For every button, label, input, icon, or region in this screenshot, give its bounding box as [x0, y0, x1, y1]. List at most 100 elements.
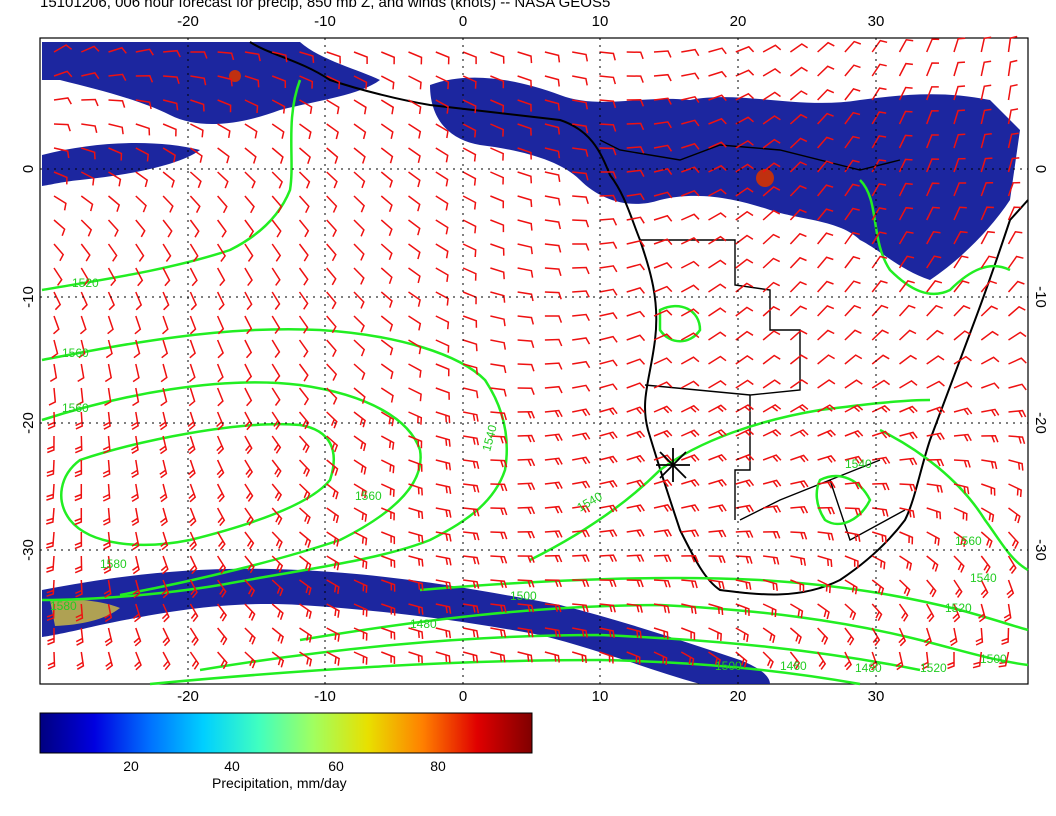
wind-barb [53, 147, 70, 159]
wind-barb [871, 207, 887, 221]
wind-barb [216, 507, 226, 527]
wind-barb [408, 315, 422, 331]
wind-barb [380, 243, 393, 261]
wind-barb [681, 48, 700, 57]
wind-barb [762, 44, 782, 53]
wind-barb [380, 411, 395, 427]
wind-barb [844, 430, 864, 438]
wind-barb [435, 555, 452, 566]
wind-barb [844, 231, 860, 245]
wind-barb [298, 315, 309, 334]
wind-barb [626, 627, 642, 639]
wind-barb [408, 219, 421, 236]
wind-barb [271, 507, 283, 526]
lat-tick-right: 0 [1032, 165, 1049, 173]
lat-tick-right: -20 [1032, 412, 1049, 434]
wind-barb [380, 459, 395, 474]
wind-barb [135, 147, 149, 162]
contour-label: 1500 [980, 652, 1007, 666]
wind-barb [681, 119, 700, 127]
wind-barb [353, 123, 367, 140]
wind-barb [1008, 383, 1027, 391]
wind-barb [817, 89, 835, 101]
wind-barb [735, 210, 754, 221]
wind-barb [953, 182, 967, 197]
wind-barb [160, 555, 169, 575]
wind-barb [817, 429, 836, 438]
wind-barb [926, 182, 940, 197]
wind-barb [189, 171, 202, 189]
wind-barb [217, 51, 235, 61]
wind-barb [490, 123, 504, 137]
wind-barb [817, 256, 834, 269]
wind-barb [353, 171, 366, 189]
wind-barb [462, 459, 480, 469]
wind-barb [708, 379, 727, 389]
wind-barb [980, 255, 997, 269]
wind-barb [244, 123, 258, 139]
wind-barb [162, 291, 170, 311]
wind-barb [217, 171, 229, 189]
wind-barb [1008, 409, 1027, 418]
wind-barb [871, 603, 883, 622]
wind-barb [872, 507, 889, 517]
wind-barb [953, 305, 971, 317]
wind-barb [708, 651, 721, 667]
wind-barb [981, 459, 998, 470]
wind-barb [871, 87, 887, 101]
wind-barb [159, 411, 168, 431]
wind-barb [162, 267, 171, 287]
wind-barb [789, 113, 808, 125]
wind-barb [790, 403, 809, 413]
wind-barb [817, 208, 834, 221]
wind-barb [435, 315, 450, 330]
wind-barb [735, 579, 752, 590]
wind-barb [626, 99, 645, 107]
wind-barb [135, 291, 143, 311]
wind-barb [435, 363, 450, 377]
wind-barb [599, 288, 618, 296]
wind-barb [75, 627, 84, 646]
wind-barb [544, 433, 563, 442]
wind-barb [462, 411, 479, 422]
wind-barb [708, 283, 727, 293]
wind-barb [244, 483, 254, 502]
wind-barb [81, 123, 98, 133]
wind-barb [490, 459, 508, 468]
wind-barb [271, 195, 283, 214]
wind-barb [653, 479, 673, 488]
wind-barb [463, 483, 480, 493]
wind-barb [895, 651, 904, 671]
wind-barb [572, 195, 589, 205]
wind-barb [353, 219, 365, 237]
wind-barb [544, 651, 560, 663]
wind-barb [188, 363, 196, 383]
wind-barb [871, 280, 888, 293]
wind-barb [735, 282, 754, 293]
wind-barb [353, 627, 368, 641]
wind-barb [131, 435, 139, 454]
wind-barb [680, 308, 700, 317]
wind-barb [102, 435, 111, 454]
wind-barb [490, 51, 505, 64]
wind-barb [898, 182, 913, 197]
wind-barb [189, 315, 197, 335]
contour-label: 1520 [945, 601, 972, 615]
wind-barb [490, 627, 507, 638]
wind-barb [435, 339, 450, 353]
wind-barb [626, 479, 645, 488]
wind-barb [161, 603, 170, 623]
wind-barb [926, 531, 940, 546]
wind-barb [817, 136, 834, 149]
wind-barb [599, 554, 618, 563]
wind-barb [244, 267, 253, 287]
wind-barb [789, 90, 808, 101]
wind-barb [981, 382, 1000, 389]
wind-barb [435, 243, 449, 259]
colorbar-ticks: 20 40 60 80 [123, 758, 446, 774]
wind-barb [244, 627, 256, 645]
wind-barb [353, 651, 368, 665]
wind-barb [244, 243, 254, 262]
wind-barb [762, 603, 777, 618]
wind-barb [271, 627, 284, 644]
